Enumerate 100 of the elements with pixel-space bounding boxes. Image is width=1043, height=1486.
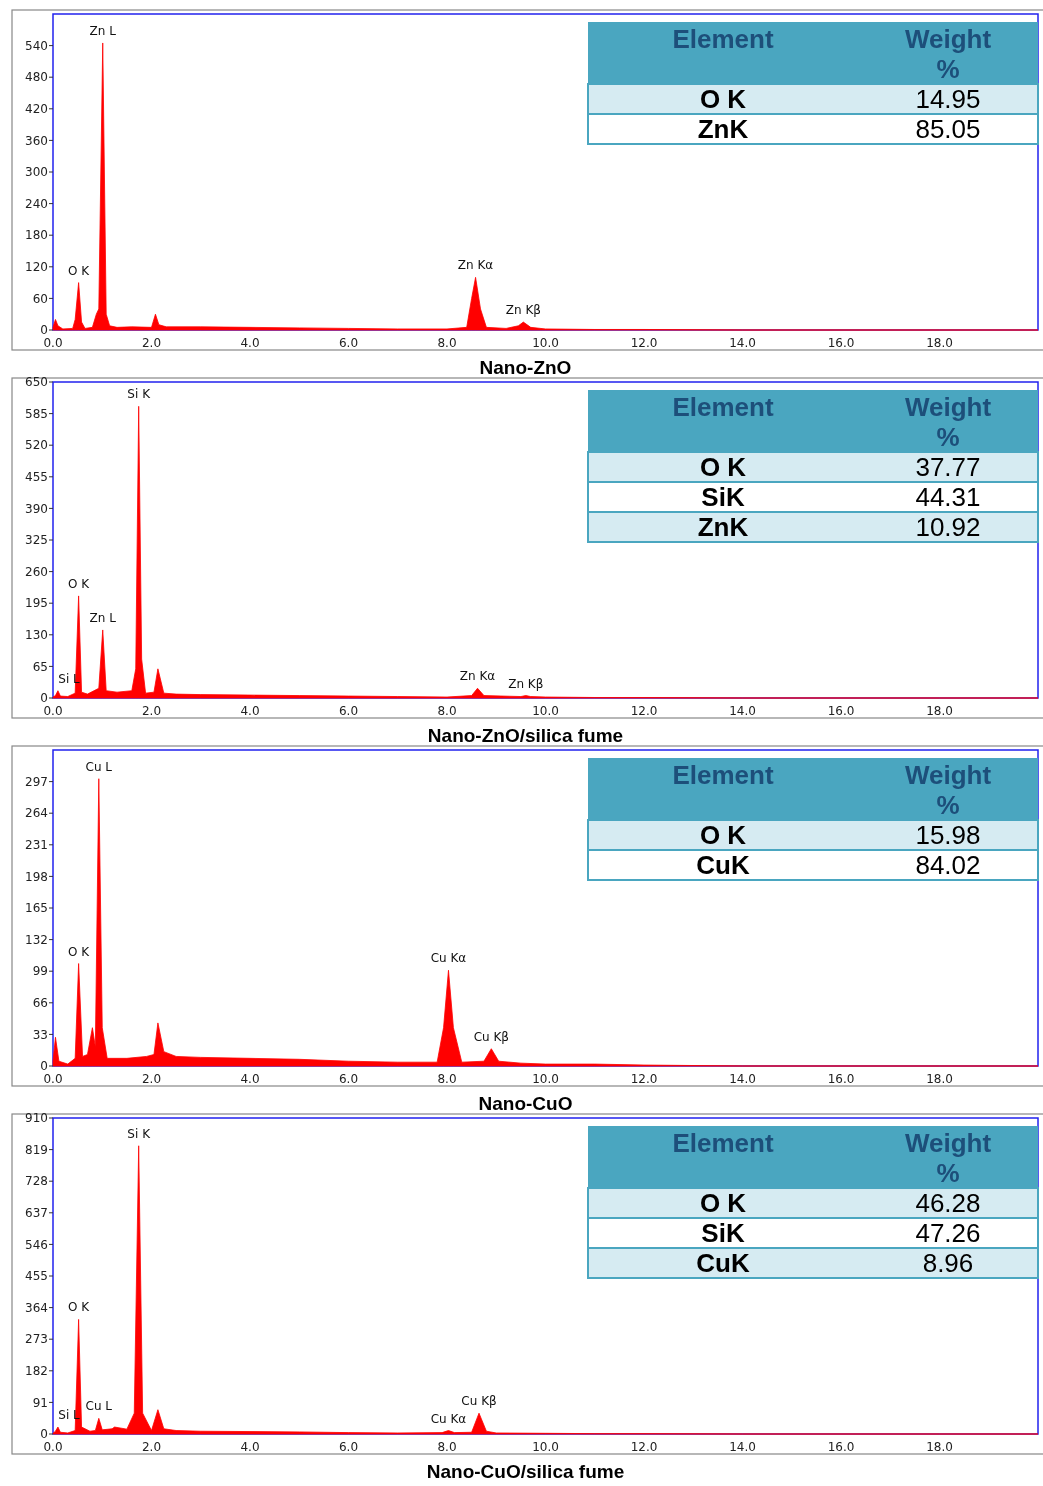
y-tick-label: 455 bbox=[25, 1269, 48, 1284]
y-tick-label: 390 bbox=[25, 501, 48, 516]
text: Nano-ZnO/silica fume bbox=[427, 725, 624, 746]
x-tick-label: 0.0 bbox=[43, 1072, 63, 1086]
annotation: Element bbox=[672, 392, 774, 422]
annotation: Element bbox=[672, 24, 774, 54]
annotation: 85.05 bbox=[915, 114, 981, 144]
y-tick-label: 0 bbox=[40, 1059, 48, 1074]
annotation: Zn Kβ bbox=[505, 303, 541, 318]
x-tick-label: 8.0 bbox=[437, 336, 457, 350]
x-tick-label: 18.0 bbox=[926, 1072, 953, 1086]
x-tick-label: 14.0 bbox=[729, 1072, 756, 1086]
y-tick-label: 0 bbox=[40, 323, 48, 338]
annotation: Cu L bbox=[85, 1399, 113, 1414]
x-tick-label: 10.0 bbox=[532, 1072, 559, 1086]
y-tick-label: 182 bbox=[25, 1364, 48, 1378]
y-tick-label: 260 bbox=[25, 564, 48, 579]
annotation: O K bbox=[68, 263, 91, 278]
x-tick-label: 6.0 bbox=[338, 704, 359, 718]
y-tick-label: 637 bbox=[25, 1206, 48, 1220]
y-tick-label: 33 bbox=[32, 1027, 48, 1042]
annotation: SiK bbox=[701, 482, 745, 512]
text: Nano-CuO/silica fume bbox=[426, 1461, 625, 1482]
y-tick-label: 273 bbox=[25, 1332, 48, 1347]
annotation: Zn Kα bbox=[457, 258, 494, 273]
y-tick-label: 585 bbox=[25, 406, 48, 421]
annotation: 10.92 bbox=[915, 512, 981, 542]
x-tick-label: 8.0 bbox=[437, 1072, 457, 1086]
y-tick-label: 420 bbox=[25, 102, 48, 116]
annotation: CuK bbox=[696, 850, 750, 880]
annotation: 8.96 bbox=[922, 1248, 974, 1278]
y-tick-label: 198 bbox=[25, 869, 48, 884]
annotation: Zn L bbox=[89, 610, 117, 625]
y-tick-label: 480 bbox=[25, 70, 48, 85]
x-tick-label: 14.0 bbox=[729, 1440, 756, 1454]
y-tick-label: 0 bbox=[40, 1427, 48, 1442]
y-tick-label: 728 bbox=[25, 1174, 48, 1189]
x-tick-label: 4.0 bbox=[240, 1072, 260, 1086]
y-tick-label: 60 bbox=[32, 291, 48, 306]
annotation: 37.77 bbox=[915, 452, 981, 482]
x-tick-label: 10.0 bbox=[532, 704, 559, 718]
x-tick-label: 4.0 bbox=[240, 704, 260, 718]
annotation: Cu L bbox=[85, 759, 113, 774]
y-tick-label: 165 bbox=[25, 901, 48, 916]
text: Nano-CuO bbox=[478, 1093, 573, 1114]
x-tick-label: 6.0 bbox=[338, 1440, 359, 1454]
annotation: Si K bbox=[127, 387, 152, 402]
x-tick-label: 16.0 bbox=[827, 336, 855, 350]
annotation: Zn L bbox=[89, 23, 117, 38]
x-tick-label: 2.0 bbox=[141, 1440, 162, 1454]
annotation: 14.95 bbox=[915, 84, 981, 114]
annotation: Cu Kβ bbox=[473, 1029, 509, 1044]
x-tick-label: 14.0 bbox=[729, 704, 756, 718]
annotation: O K bbox=[68, 1300, 91, 1315]
x-tick-label: 0.0 bbox=[43, 1440, 63, 1454]
y-tick-label: 455 bbox=[25, 470, 48, 484]
y-tick-label: 195 bbox=[25, 596, 48, 611]
y-tick-label: 297 bbox=[25, 774, 48, 789]
annotation: 47.26 bbox=[915, 1218, 981, 1248]
x-tick-label: 16.0 bbox=[827, 1440, 855, 1454]
annotation: Cu Kβ bbox=[461, 1394, 497, 1409]
annotation: CuK bbox=[696, 1248, 750, 1278]
annotation: Weight % bbox=[904, 24, 992, 84]
annotation: O K bbox=[68, 576, 91, 591]
y-tick-label: 231 bbox=[25, 838, 48, 852]
x-tick-label: 14.0 bbox=[729, 336, 756, 350]
x-tick-label: 16.0 bbox=[827, 1072, 855, 1086]
y-tick-label: 300 bbox=[25, 165, 48, 180]
y-tick-label: 360 bbox=[25, 133, 48, 148]
x-tick-label: 10.0 bbox=[532, 336, 559, 350]
y-tick-label: 910 bbox=[25, 1111, 48, 1126]
annotation: O K bbox=[699, 1188, 747, 1218]
annotation: Weight % bbox=[904, 760, 992, 820]
x-tick-label: 0.0 bbox=[43, 336, 63, 350]
annotation: Si K bbox=[127, 1126, 152, 1141]
annotation: ZnK bbox=[697, 512, 749, 542]
x-tick-label: 12.0 bbox=[630, 336, 658, 350]
x-tick-label: 4.0 bbox=[240, 336, 260, 350]
y-tick-label: 540 bbox=[25, 38, 48, 53]
annotation: ZnK bbox=[697, 114, 749, 144]
x-tick-label: 0.0 bbox=[43, 704, 63, 718]
annotation: 46.28 bbox=[915, 1188, 981, 1218]
x-tick-label: 10.0 bbox=[532, 1440, 559, 1454]
y-tick-label: 65 bbox=[32, 659, 48, 674]
x-tick-label: 12.0 bbox=[630, 1072, 658, 1086]
x-tick-label: 2.0 bbox=[141, 704, 162, 718]
x-tick-label: 4.0 bbox=[240, 1440, 260, 1454]
x-tick-label: 2.0 bbox=[141, 336, 162, 350]
x-tick-label: 18.0 bbox=[926, 336, 953, 350]
y-tick-label: 99 bbox=[32, 964, 48, 979]
y-tick-label: 520 bbox=[25, 438, 48, 453]
annotation: O K bbox=[699, 84, 747, 114]
x-tick-label: 8.0 bbox=[437, 704, 457, 718]
annotation: O K bbox=[68, 944, 91, 959]
y-tick-label: 546 bbox=[25, 1237, 48, 1252]
annotation: SiK bbox=[701, 1218, 745, 1248]
annotation: Zn Kβ bbox=[508, 676, 544, 691]
y-tick-label: 91 bbox=[32, 1395, 48, 1410]
y-tick-label: 180 bbox=[25, 228, 48, 243]
y-tick-label: 650 bbox=[25, 375, 48, 390]
